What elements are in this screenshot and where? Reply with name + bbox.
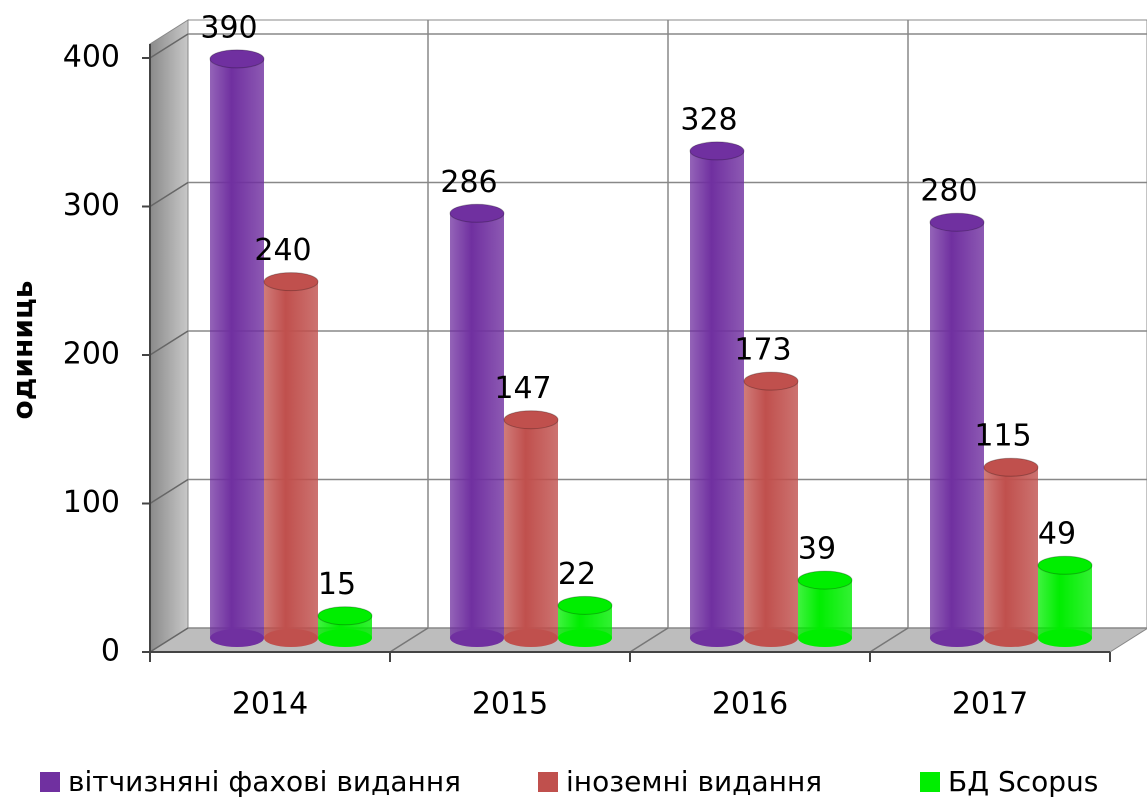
y-tick-label: 400 [63, 40, 120, 75]
bar-top [449, 203, 505, 223]
bar [1038, 565, 1092, 638]
data-label: 173 [734, 333, 791, 368]
floor-line [389, 627, 429, 653]
bar [264, 281, 318, 638]
grid-line [149, 478, 189, 505]
x-tick-label: 2015 [472, 687, 548, 722]
floor-line [629, 627, 669, 653]
bar [744, 381, 798, 638]
side-wall [149, 19, 189, 653]
legend-swatch [538, 772, 558, 792]
grid-line [149, 330, 189, 356]
x-tick-label: 2017 [952, 687, 1028, 722]
bar [504, 419, 558, 638]
bar-top [689, 141, 745, 161]
legend-label: БД Scopus [948, 765, 1098, 798]
data-label: 240 [254, 233, 311, 268]
y-axis-title: одиниць [6, 281, 39, 420]
data-label: 39 [798, 532, 836, 567]
bar [690, 150, 744, 639]
data-label: 280 [920, 174, 977, 209]
x-tick-label: 2014 [232, 687, 308, 722]
grid-line [149, 181, 189, 208]
data-label: 390 [200, 10, 257, 45]
bar [798, 580, 852, 638]
bar-top [743, 371, 799, 391]
legend-label: іноземні видання [566, 765, 822, 798]
floor-line [869, 627, 909, 653]
bar-top [929, 212, 985, 232]
bar-top [317, 606, 373, 626]
bar [210, 58, 264, 639]
data-label: 328 [680, 102, 737, 137]
bar-top [557, 595, 613, 615]
bar-top [1037, 555, 1093, 575]
data-label: 147 [494, 371, 551, 406]
data-label: 15 [318, 567, 356, 602]
legend-label: вітчизняні фахові видання [68, 765, 461, 798]
bar-top [503, 410, 559, 430]
bar [984, 467, 1038, 638]
grid-line [149, 627, 189, 653]
legend-swatch [40, 772, 60, 792]
grid-line [149, 33, 189, 59]
bar-top [209, 49, 265, 69]
y-tick-label: 200 [63, 337, 120, 372]
data-label: 286 [440, 165, 497, 200]
bar [930, 222, 984, 638]
bar-top [797, 570, 853, 590]
x-tick-label: 2016 [712, 687, 788, 722]
data-label: 115 [974, 419, 1031, 454]
bar-top [983, 457, 1039, 477]
y-tick-label: 100 [63, 485, 120, 520]
legend-swatch [920, 772, 940, 792]
data-label: 49 [1038, 517, 1076, 552]
y-tick-label: 0 [101, 634, 120, 669]
y-tick-label: 300 [63, 188, 120, 223]
bar [450, 213, 504, 639]
bar-top [263, 272, 319, 292]
data-label: 22 [558, 557, 596, 592]
